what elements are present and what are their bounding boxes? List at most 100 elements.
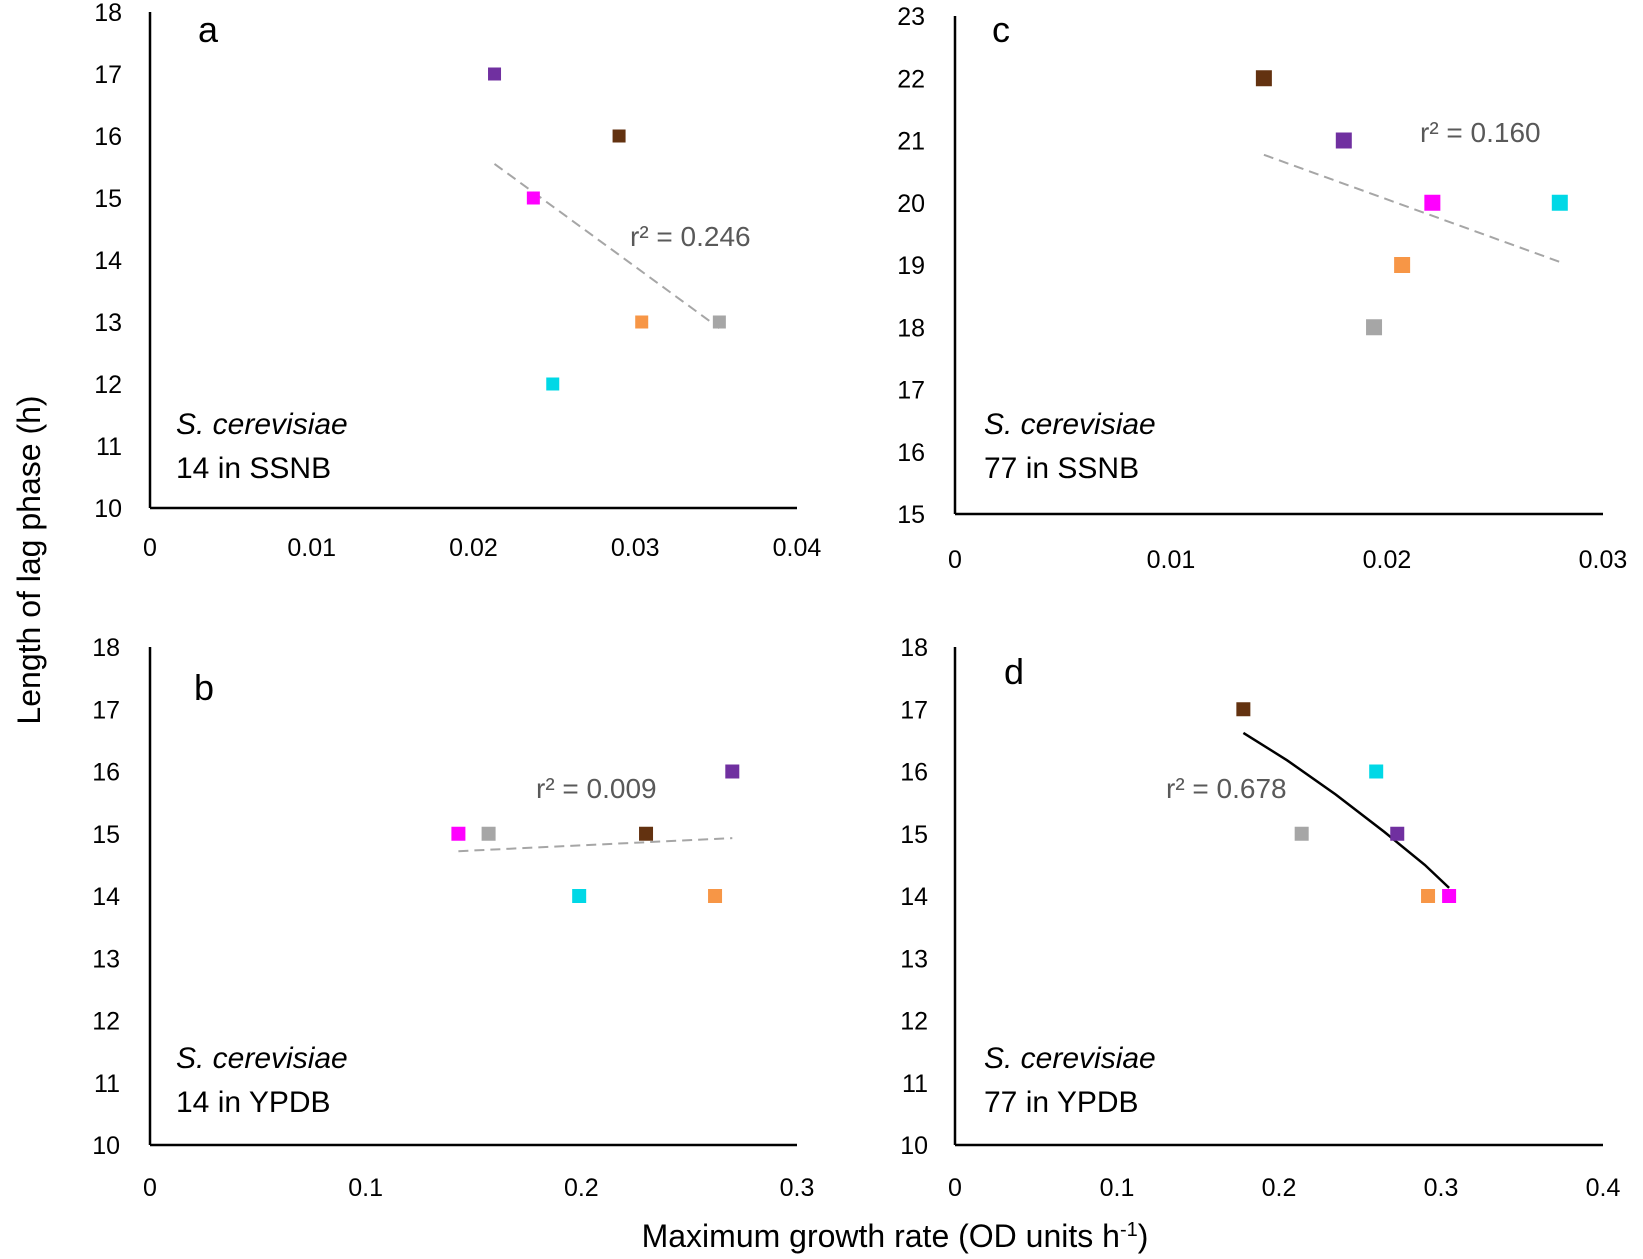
condition-label: 14 in YPDB: [176, 1086, 331, 1119]
panels-group: 10 11 12 13 14 15 16 17 18 0 0.01 0.02 0.03 0.04 a S. c…: [92, 0, 1627, 1202]
r-squared-label: r² = 0.246: [630, 221, 751, 252]
x-tick-label: 0.03: [611, 534, 660, 562]
r-squared-label: r² = 0.009: [536, 773, 657, 804]
data-point: [708, 889, 723, 903]
data-point: [1369, 764, 1384, 779]
x-tick-label: 0.03: [1579, 546, 1628, 574]
y-tick-label: 17: [92, 696, 120, 724]
y-tick-label: 15: [92, 821, 120, 849]
data-point: [1424, 194, 1441, 211]
y-tick-label: 11: [96, 433, 122, 461]
y-tick-label: 16: [900, 759, 928, 787]
y-tick-label: 15: [94, 185, 122, 213]
condition-label: 77 in YPDB: [984, 1086, 1139, 1119]
r-squared-label: r² = 0.678: [1166, 773, 1287, 804]
y-tick-label: 18: [897, 314, 925, 342]
species-label: S. cerevisiae: [176, 408, 348, 441]
panel-a: 10 11 12 13 14 15 16 17 18 0 0.01 0.02 0.03 0.04 a S. c…: [94, 0, 821, 562]
x-tick-label: 0.2: [564, 1174, 599, 1202]
y-tick-label: 12: [94, 371, 122, 399]
panel-letter: a: [198, 9, 219, 50]
x-tick-label: 0.04: [773, 534, 822, 562]
data-point: [1236, 702, 1251, 717]
x-tick-label: 0.3: [780, 1174, 815, 1202]
y-tick-label: 12: [92, 1008, 120, 1036]
trend-line: [1263, 153, 1561, 263]
species-label: S. cerevisiae: [176, 1042, 348, 1075]
x-tick-label: 0: [143, 534, 157, 562]
r-squared-label: r² = 0.160: [1420, 117, 1541, 148]
panel-b: 10 11 12 13 14 15 16 17 18 0 0.1 0.2 0.3 b S. cerevisi…: [92, 634, 814, 1202]
condition-label: 14 in SSNB: [176, 452, 331, 485]
y-tick-label: 16: [94, 123, 122, 151]
panel-letter: b: [194, 667, 214, 708]
panel-c: 15 16 17 18 19 20 21 22 23 0 0.01 0.02 0.03 c S. cerev…: [897, 3, 1627, 574]
x-tick-label: 0: [948, 546, 962, 574]
data-point: [1335, 132, 1352, 149]
y-tick-label: 12: [900, 1008, 928, 1036]
x-tick-label: 0.1: [348, 1174, 383, 1202]
y-tick-label: 10: [94, 495, 122, 523]
y-tick-label: 20: [897, 190, 925, 218]
x-tick-label: 0.02: [1363, 546, 1412, 574]
panel-d: 10 11 12 13 14 15 16 17 18 0 0.1 0.2 0.3 0.4 d S. cerev…: [900, 634, 1620, 1202]
x-tick-label: 0.1: [1100, 1174, 1135, 1202]
y-tick-label: 22: [897, 65, 925, 93]
trend-line: [458, 837, 733, 853]
y-tick-label: 23: [897, 3, 925, 31]
data-point: [612, 129, 626, 143]
x-tick-label: 0.02: [449, 534, 498, 562]
species-label: S. cerevisiae: [984, 408, 1156, 441]
panel-letter: d: [1004, 651, 1024, 692]
y-tick-label: 16: [897, 439, 925, 467]
y-tick-label: 18: [92, 634, 120, 662]
x-tick-label: 0: [948, 1174, 962, 1202]
y-tick-label: 21: [897, 128, 925, 156]
x-tick-label: 0.01: [287, 534, 336, 562]
y-tick-label: 14: [92, 883, 120, 911]
y-tick-label: 17: [897, 377, 925, 405]
y-tick-label: 13: [94, 309, 122, 337]
y-axis-title: Length of lag phase (h): [11, 395, 47, 724]
y-tick-label: 10: [900, 1132, 928, 1160]
y-tick-label: 13: [92, 945, 120, 973]
data-point: [1366, 319, 1383, 336]
data-point: [1255, 70, 1272, 87]
y-tick-label: 15: [897, 501, 925, 529]
data-point: [526, 191, 540, 205]
y-tick-label: 19: [897, 252, 925, 280]
x-axis-title-main: Maximum growth rate (OD units h: [642, 1218, 1120, 1254]
y-tick-label: 14: [94, 247, 122, 275]
y-tick-label: 14: [900, 883, 928, 911]
data-point: [488, 67, 502, 81]
data-point: [1442, 889, 1457, 903]
data-point: [572, 889, 587, 903]
x-axis-title-superscript: -1: [1120, 1219, 1138, 1241]
y-tick-label: 18: [94, 0, 122, 27]
data-point: [1294, 826, 1309, 841]
trend-line: [493, 163, 720, 330]
data-point: [546, 377, 560, 391]
data-point: [1394, 257, 1411, 273]
data-point: [725, 764, 740, 779]
y-tick-label: 15: [900, 821, 928, 849]
y-tick-label: 16: [92, 759, 120, 787]
data-point: [1421, 889, 1436, 903]
data-point: [639, 826, 654, 841]
y-tick-label: 17: [900, 696, 928, 724]
y-tick-label: 11: [94, 1070, 120, 1098]
panel-letter: c: [992, 9, 1010, 50]
data-point: [712, 315, 726, 329]
y-tick-label: 18: [900, 634, 928, 662]
x-tick-label: 0.2: [1262, 1174, 1297, 1202]
data-point: [1390, 826, 1405, 841]
condition-label: 77 in SSNB: [984, 452, 1139, 485]
y-tick-label: 17: [94, 61, 122, 89]
y-tick-label: 10: [92, 1132, 120, 1160]
trend-line: [1242, 731, 1450, 889]
x-axis-title: Maximum growth rate (OD units h-1): [642, 1218, 1149, 1254]
y-tick-label: 11: [902, 1070, 928, 1098]
species-label: S. cerevisiae: [984, 1042, 1156, 1075]
data-point: [1551, 194, 1568, 211]
